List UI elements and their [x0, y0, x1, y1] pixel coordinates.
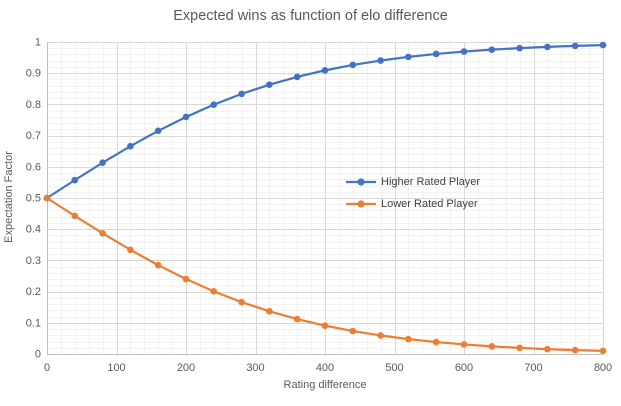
x-tick-label: 800 [594, 362, 612, 374]
y-tick-label: 0.9 [26, 68, 41, 80]
legend-item-lower-rated-player[interactable]: Lower Rated Player [345, 196, 480, 211]
series-marker-lower-rated-player[interactable] [460, 341, 468, 348]
legend-item-higher-rated-player[interactable]: Higher Rated Player [345, 174, 480, 189]
series-marker-lower-rated-player[interactable] [182, 275, 190, 283]
series-marker-higher-rated-player[interactable] [349, 61, 357, 69]
x-axis-title: Rating difference [283, 379, 367, 391]
x-tick-label: 700 [524, 362, 542, 374]
y-tick-label: 0.8 [26, 99, 41, 111]
series-marker-lower-rated-player[interactable] [516, 344, 523, 352]
x-tick-label: 0 [44, 362, 50, 374]
series-marker-higher-rated-player[interactable] [544, 43, 551, 51]
series-marker-higher-rated-player[interactable] [238, 90, 245, 98]
series-marker-higher-rated-player[interactable] [321, 67, 329, 74]
series-marker-lower-rated-player[interactable] [266, 308, 273, 315]
series-marker-higher-rated-player[interactable] [182, 113, 190, 121]
series-marker-higher-rated-player[interactable] [516, 44, 523, 52]
series-marker-higher-rated-player[interactable] [405, 53, 412, 61]
y-axis-title: Expectation Factor [3, 151, 15, 243]
series-marker-higher-rated-player[interactable] [127, 142, 134, 150]
series-marker-higher-rated-player[interactable] [266, 81, 273, 88]
y-tick-label: 0.7 [26, 130, 41, 142]
series-marker-higher-rated-player[interactable] [154, 127, 162, 135]
y-tick-label: 0.3 [26, 255, 41, 267]
series-marker-lower-rated-player[interactable] [99, 229, 106, 237]
series-marker-lower-rated-player[interactable] [43, 194, 51, 202]
x-tick-label: 200 [177, 362, 195, 374]
series-marker-lower-rated-player[interactable] [599, 347, 607, 355]
series-marker-lower-rated-player[interactable] [405, 335, 412, 343]
series-marker-lower-rated-player[interactable] [321, 322, 329, 329]
series-marker-lower-rated-player[interactable] [71, 212, 79, 220]
series-marker-higher-rated-player[interactable] [377, 57, 384, 64]
x-tick-label: 500 [385, 362, 403, 374]
series-marker-lower-rated-player[interactable] [210, 288, 218, 295]
series-marker-higher-rated-player[interactable] [488, 46, 496, 53]
y-tick-label: 0.5 [26, 193, 41, 205]
legend[interactable]: Higher Rated Player Lower Rated Player [345, 174, 480, 218]
y-tick-label: 0.1 [26, 317, 41, 329]
y-tick-label: 1 [35, 37, 41, 49]
series-marker-higher-rated-player[interactable] [599, 41, 607, 49]
series-marker-higher-rated-player[interactable] [99, 159, 106, 167]
series-marker-higher-rated-player[interactable] [71, 176, 79, 184]
series-marker-lower-rated-player[interactable] [488, 343, 496, 350]
legend-line-marker-icon [346, 177, 376, 186]
series-marker-lower-rated-player[interactable] [349, 327, 357, 335]
y-tick-label: 0 [35, 349, 41, 361]
series-marker-lower-rated-player[interactable] [238, 298, 245, 306]
series-marker-lower-rated-player[interactable] [544, 345, 551, 353]
series-marker-lower-rated-player[interactable] [377, 332, 384, 339]
series-marker-lower-rated-player[interactable] [127, 246, 134, 254]
x-tick-label: 300 [246, 362, 264, 374]
series-marker-higher-rated-player[interactable] [460, 48, 468, 55]
series-marker-lower-rated-player[interactable] [432, 338, 440, 346]
x-tick-label: 400 [316, 362, 334, 374]
series-marker-higher-rated-player[interactable] [293, 73, 301, 81]
series-marker-lower-rated-player[interactable] [293, 315, 301, 323]
y-tick-label: 0.6 [26, 161, 41, 173]
chart-title[interactable]: Expected wins as function of elo differe… [173, 8, 448, 24]
legend-label: Higher Rated Player [381, 175, 481, 188]
series-marker-lower-rated-player[interactable] [571, 346, 579, 354]
legend-line-marker-icon [346, 199, 376, 208]
x-tick-label: 600 [455, 362, 473, 374]
series-marker-higher-rated-player[interactable] [210, 101, 218, 108]
x-tick-label: 100 [107, 362, 125, 374]
series-marker-higher-rated-player[interactable] [571, 42, 579, 50]
y-tick-label: 0.4 [26, 224, 41, 236]
series-marker-lower-rated-player[interactable] [154, 261, 162, 269]
y-tick-label: 0.2 [26, 286, 41, 298]
series-marker-higher-rated-player[interactable] [432, 50, 440, 58]
legend-label: Lower Rated Player [381, 197, 478, 210]
